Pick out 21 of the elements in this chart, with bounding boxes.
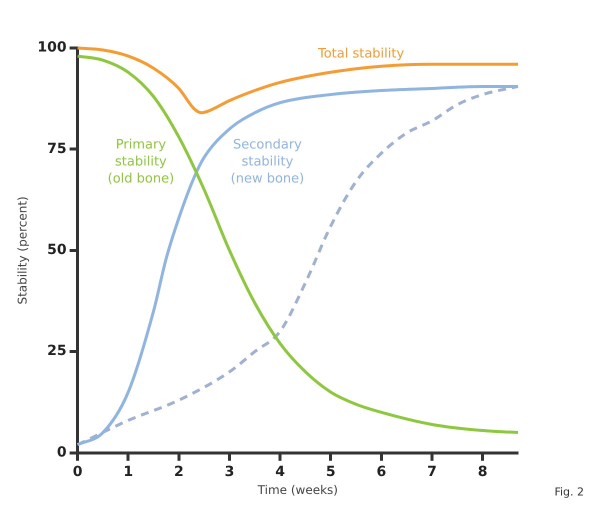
series-label: Primary stability (old bone) xyxy=(108,138,174,187)
x-tick-label: 2 xyxy=(174,464,184,480)
x-tick-label: 1 xyxy=(123,464,134,480)
x-tick-label: 6 xyxy=(376,464,386,480)
y-tick-label: 100 xyxy=(37,40,67,56)
x-tick-label: 3 xyxy=(224,464,234,480)
y-tick-label: 25 xyxy=(47,343,67,360)
x-tick-label: 5 xyxy=(326,464,336,480)
x-tick-label: 7 xyxy=(427,464,437,480)
line-series xyxy=(76,46,520,114)
x-axis-title: Time (weeks) xyxy=(256,482,338,497)
series-label: Total stability xyxy=(316,46,404,62)
y-tick-label: 0 xyxy=(56,444,67,460)
y-tick-label: 75 xyxy=(47,140,67,157)
x-tick-label: 0 xyxy=(72,464,83,480)
caption: Fig. 2 xyxy=(554,485,584,498)
x-tick-label: 8 xyxy=(478,464,488,480)
x-tick-label: 4 xyxy=(275,464,286,480)
series-label: Secondary stability (new bone) xyxy=(230,138,304,187)
y-tick-label: 50 xyxy=(47,242,67,258)
y-axis-title: Stability (percent) xyxy=(15,196,30,305)
